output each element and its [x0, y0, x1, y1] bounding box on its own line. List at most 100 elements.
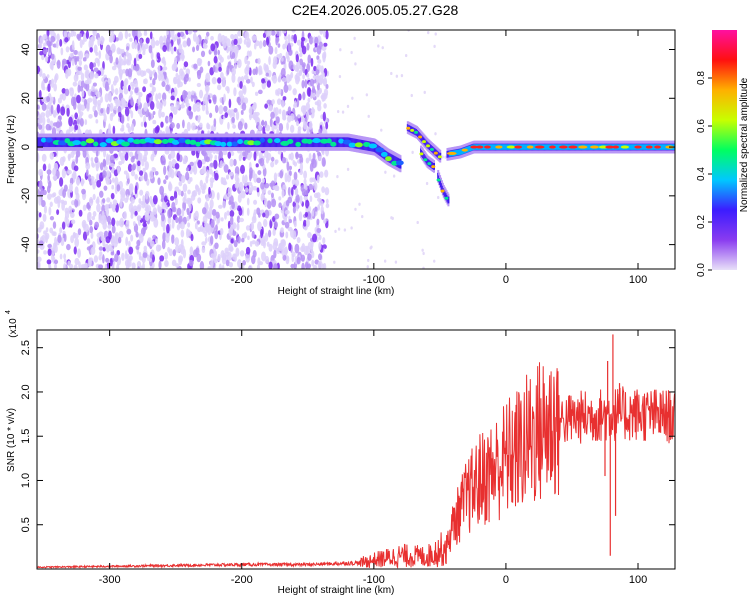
noise-speck — [46, 118, 51, 124]
noise-speck — [92, 211, 97, 217]
noise-speck — [204, 236, 208, 244]
noise-speck — [264, 182, 270, 189]
noise-speck — [234, 63, 238, 70]
colorbar-tick-label: 0.6 — [696, 119, 707, 133]
noise-speck — [247, 266, 252, 269]
noise-speck — [111, 184, 115, 190]
noise-speck — [246, 153, 252, 161]
noise-speck — [109, 154, 115, 164]
noise-speck — [113, 106, 118, 111]
noise-speck — [105, 207, 109, 217]
noise-speck — [190, 93, 194, 102]
noise-speck — [268, 243, 273, 252]
colorbar: 0.0 0.2 0.4 0.6 0.8 Normalized spectral ampli… — [696, 30, 750, 277]
y-axis-label: SNR (10 * v/v) — [6, 408, 17, 472]
noise-speck — [315, 90, 320, 98]
noise-speck — [185, 97, 189, 106]
noise-speck — [50, 35, 56, 43]
noise-speck — [86, 202, 90, 208]
noise-speck — [56, 33, 60, 42]
noise-speck — [48, 206, 52, 216]
noise-speck — [134, 86, 139, 94]
noise-speck — [248, 167, 253, 176]
trace-blob — [326, 138, 332, 144]
noise-speck — [107, 224, 112, 229]
noise-speck — [140, 121, 144, 127]
noise-speck — [316, 197, 322, 202]
noise-speck — [96, 196, 100, 204]
noise-speck — [295, 152, 299, 158]
chart-title: C2E4.2026.005.05.27.G28 — [291, 2, 459, 18]
noise-speck — [252, 185, 258, 191]
noise-speck — [150, 199, 153, 206]
noise-speck — [350, 50, 353, 55]
noise-speck — [264, 103, 269, 109]
noise-speck — [160, 155, 166, 166]
trace-blob — [375, 147, 384, 153]
noise-speck — [299, 155, 304, 165]
noise-speck — [194, 210, 199, 220]
noise-speck — [157, 177, 161, 185]
branch-blob — [476, 145, 484, 149]
noise-speck — [136, 239, 141, 247]
noise-speck — [314, 101, 319, 106]
noise-speck — [323, 30, 326, 38]
noise-speck — [47, 102, 52, 110]
noise-speck — [223, 93, 226, 103]
noise-speck — [195, 44, 200, 51]
noise-speck — [308, 183, 313, 191]
noise-speck — [119, 127, 125, 132]
noise-speck — [217, 204, 223, 209]
noise-speck — [309, 177, 314, 183]
noise-speck — [225, 259, 230, 267]
noise-speck — [110, 251, 115, 256]
noise-speck — [286, 122, 289, 131]
noise-speck — [149, 251, 153, 259]
noise-speck — [170, 169, 175, 179]
noise-speck — [47, 243, 52, 248]
noise-speck — [251, 230, 255, 239]
noise-speck — [434, 132, 437, 136]
noise-speck — [130, 110, 134, 119]
noise-speck — [203, 93, 208, 100]
noise-speck — [169, 122, 175, 129]
x-tick-label: -100 — [363, 274, 385, 286]
noise-speck — [142, 167, 146, 174]
noise-speck — [323, 218, 327, 224]
noise-speck — [245, 225, 251, 231]
noise-speck — [206, 122, 210, 130]
noise-speck — [297, 114, 301, 119]
noise-speck — [333, 260, 336, 264]
noise-speck — [236, 222, 240, 231]
noise-speck — [306, 63, 311, 73]
noise-speck — [199, 89, 204, 99]
noise-speck — [124, 106, 130, 117]
noise-speck — [48, 264, 52, 269]
noise-speck — [100, 107, 104, 114]
noise-speck — [64, 215, 68, 225]
trace-blob — [338, 138, 345, 144]
noise-speck — [112, 125, 116, 135]
trace-blob — [287, 139, 294, 145]
noise-speck — [280, 227, 284, 234]
noise-speck — [131, 63, 134, 72]
noise-speck — [50, 78, 55, 88]
noise-speck — [183, 90, 188, 97]
noise-speck — [72, 119, 78, 127]
noise-speck — [130, 123, 135, 132]
noise-speck — [163, 72, 167, 80]
noise-speck — [144, 161, 150, 170]
noise-speck — [206, 169, 210, 179]
noise-speck — [161, 191, 164, 202]
noise-speck — [251, 240, 257, 245]
noise-speck — [143, 245, 148, 252]
noise-speck — [174, 237, 180, 246]
noise-speck — [70, 151, 75, 159]
noise-speck — [323, 262, 327, 269]
noise-speck — [394, 260, 398, 264]
noise-speck — [37, 104, 40, 110]
noise-speck — [336, 175, 339, 179]
noise-speck — [227, 151, 232, 159]
noise-speck — [74, 237, 80, 248]
noise-speck — [69, 53, 74, 58]
